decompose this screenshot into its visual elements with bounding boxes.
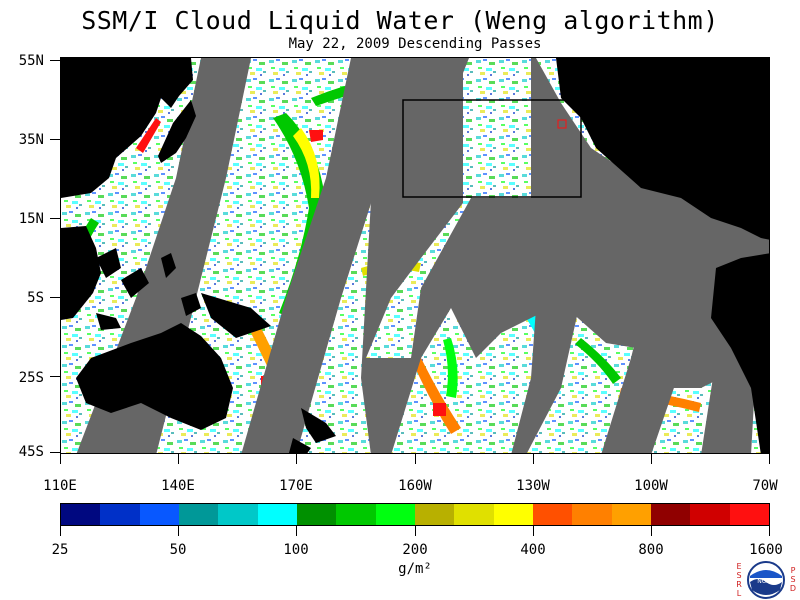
colorbar-label: 100 bbox=[283, 542, 309, 558]
colorbar-swatch bbox=[690, 504, 730, 525]
map-panel bbox=[60, 57, 770, 454]
colorbar-tick bbox=[178, 526, 179, 536]
lon-label: 110E bbox=[43, 478, 77, 494]
colorbar-swatch bbox=[178, 504, 219, 525]
lon-label: 170E bbox=[279, 478, 313, 494]
colorbar bbox=[60, 503, 770, 526]
colorbar-swatch bbox=[532, 504, 573, 525]
colorbar-tick bbox=[60, 526, 61, 536]
lat-tick bbox=[50, 139, 60, 140]
map-canvas bbox=[61, 58, 769, 453]
colorbar-swatch bbox=[454, 504, 494, 525]
lat-tick bbox=[50, 376, 60, 377]
lon-tick bbox=[178, 454, 179, 464]
logo-center-text: NOAA bbox=[757, 578, 775, 585]
colorbar-label: 25 bbox=[51, 542, 69, 558]
lat-label: 35N bbox=[18, 132, 44, 148]
focus-region-box bbox=[402, 99, 582, 198]
colorbar-tick bbox=[296, 526, 297, 536]
colorbar-label: 400 bbox=[520, 542, 546, 558]
colorbar-swatch bbox=[572, 504, 612, 525]
colorbar-units: g/m² bbox=[398, 561, 432, 577]
lat-tick bbox=[50, 60, 60, 61]
lat-label: 5S bbox=[27, 290, 44, 306]
land-masses bbox=[61, 58, 769, 453]
map-subtitle: May 22, 2009 Descending Passes bbox=[288, 36, 542, 52]
lat-label: 15N bbox=[18, 211, 44, 227]
colorbar-swatch bbox=[375, 504, 415, 525]
colorbar-swatch bbox=[61, 504, 101, 525]
lon-tick bbox=[60, 454, 61, 464]
noaa-emblem-icon: NOAA bbox=[747, 561, 785, 599]
colorbar-swatch bbox=[414, 504, 455, 525]
colorbar-swatch bbox=[296, 504, 337, 525]
lon-label: 160W bbox=[398, 478, 432, 494]
lat-label: 55N bbox=[18, 53, 44, 69]
lat-label: 25S bbox=[18, 370, 44, 386]
lon-tick bbox=[769, 454, 770, 464]
colorbar-tick bbox=[415, 526, 416, 536]
colorbar-swatch bbox=[218, 504, 258, 525]
lon-tick bbox=[415, 454, 416, 464]
lat-tick bbox=[50, 297, 60, 298]
lat-tick bbox=[50, 452, 60, 453]
colorbar-tick bbox=[769, 526, 770, 536]
lat-tick bbox=[50, 218, 60, 219]
lon-label: 140E bbox=[161, 478, 195, 494]
map-title: SSM/I Cloud Liquid Water (Weng algorithm… bbox=[81, 6, 719, 35]
colorbar-swatch bbox=[100, 504, 140, 525]
colorbar-swatch bbox=[611, 504, 651, 525]
colorbar-label: 50 bbox=[169, 542, 187, 558]
lon-tick bbox=[651, 454, 652, 464]
lon-tick bbox=[533, 454, 534, 464]
lon-tick bbox=[296, 454, 297, 464]
colorbar-swatch bbox=[336, 504, 376, 525]
colorbar-swatch bbox=[493, 504, 533, 525]
lon-label: 130W bbox=[516, 478, 550, 494]
colorbar-tick bbox=[533, 526, 534, 536]
lon-label: 100W bbox=[634, 478, 668, 494]
colorbar-tick bbox=[651, 526, 652, 536]
colorbar-swatch bbox=[139, 504, 179, 525]
colorbar-label: 1600 bbox=[749, 542, 783, 558]
marker-box bbox=[557, 119, 567, 129]
colorbar-label: 200 bbox=[402, 542, 428, 558]
colorbar-swatch bbox=[257, 504, 297, 525]
lon-label: 70W bbox=[752, 478, 778, 494]
colorbar-swatch bbox=[650, 504, 691, 525]
lat-label: 45S bbox=[18, 444, 44, 460]
colorbar-swatch bbox=[729, 504, 769, 525]
colorbar-label: 800 bbox=[638, 542, 664, 558]
